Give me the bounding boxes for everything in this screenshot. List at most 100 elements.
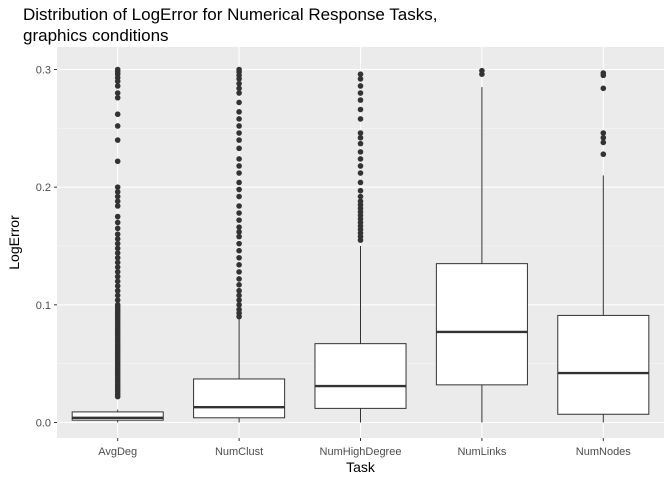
outlier-point bbox=[114, 254, 121, 261]
outlier-point bbox=[236, 109, 242, 115]
box-NumClust bbox=[193, 66, 286, 423]
outlier-point bbox=[357, 83, 364, 89]
y-tick-label: 0.1 bbox=[36, 300, 51, 312]
outlier-point bbox=[357, 76, 364, 82]
box-NumHighDegree bbox=[314, 71, 407, 423]
outlier-point bbox=[236, 137, 242, 143]
outlier-point bbox=[357, 179, 364, 186]
outlier-point bbox=[114, 236, 121, 242]
iqr-box bbox=[314, 343, 407, 409]
x-axis: AvgDeg NumClust NumHighDegree NumLinks NumNo… bbox=[98, 438, 631, 458]
iqr-box bbox=[71, 411, 164, 421]
outlier-point bbox=[357, 149, 364, 155]
outlier-point bbox=[236, 240, 242, 247]
outlier-point bbox=[114, 250, 121, 256]
outlier-point bbox=[236, 302, 242, 308]
outlier-point bbox=[114, 66, 121, 73]
outlier-point bbox=[114, 264, 121, 270]
outlier-point bbox=[236, 292, 242, 299]
outlier-point bbox=[357, 140, 364, 147]
outlier-point bbox=[114, 240, 121, 247]
outlier-point bbox=[114, 198, 121, 205]
iqr-box bbox=[557, 314, 650, 415]
outlier-point bbox=[114, 123, 121, 129]
x-axis-title: Task bbox=[346, 459, 376, 475]
outlier-point bbox=[236, 179, 242, 186]
box-NumLinks bbox=[435, 67, 528, 423]
outlier-point bbox=[236, 123, 242, 129]
outlier-point bbox=[357, 163, 364, 169]
outlier-point bbox=[236, 297, 242, 303]
outlier-point bbox=[236, 306, 242, 313]
outlier-point bbox=[236, 229, 242, 235]
outlier-point bbox=[236, 233, 242, 240]
outlier-point bbox=[236, 116, 242, 122]
outlier-point bbox=[114, 225, 121, 232]
outlier-point bbox=[236, 163, 242, 169]
outlier-point bbox=[357, 193, 364, 200]
outlier-point bbox=[236, 85, 242, 92]
outlier-point bbox=[114, 278, 121, 285]
outlier-point bbox=[600, 70, 607, 76]
outlier-point bbox=[357, 106, 364, 113]
outlier-point bbox=[114, 283, 121, 289]
outlier-point bbox=[236, 80, 242, 87]
outlier-point bbox=[114, 269, 121, 275]
outlier-point bbox=[236, 269, 242, 275]
box-AvgDeg bbox=[71, 66, 164, 423]
outlier-point bbox=[236, 217, 242, 223]
y-tick-label: 0.0 bbox=[36, 418, 51, 430]
outlier-point bbox=[236, 210, 242, 216]
outlier-point bbox=[600, 151, 607, 158]
outlier-point bbox=[236, 276, 242, 282]
iqr-box bbox=[193, 378, 286, 419]
box-series bbox=[71, 66, 650, 423]
outlier-point bbox=[114, 219, 121, 226]
outlier-point bbox=[236, 262, 242, 268]
chart-title-line1: Distribution of LogError for Numerical R… bbox=[23, 5, 438, 24]
outlier-point bbox=[357, 187, 364, 194]
outlier-point bbox=[236, 90, 242, 96]
outlier-point bbox=[114, 259, 121, 266]
outlier-point bbox=[114, 213, 121, 220]
outlier-point bbox=[114, 287, 121, 294]
outlier-point bbox=[357, 156, 364, 162]
x-tick-label: NumClust bbox=[215, 446, 263, 458]
y-axis: 0.0 0.1 0.2 0.3 bbox=[36, 65, 57, 430]
outlier-point bbox=[357, 97, 364, 103]
outlier-point bbox=[236, 247, 242, 254]
outlier-point bbox=[236, 66, 242, 73]
y-tick-label: 0.2 bbox=[36, 182, 51, 194]
outlier-point bbox=[114, 90, 121, 96]
outlier-point bbox=[114, 137, 121, 143]
outlier-point bbox=[236, 156, 242, 162]
outlier-point bbox=[114, 111, 121, 118]
outlier-point bbox=[600, 139, 607, 146]
y-tick-label: 0.3 bbox=[36, 65, 51, 77]
x-tick-label: AvgDeg bbox=[98, 446, 137, 458]
box-NumNodes bbox=[557, 70, 650, 423]
outlier-point bbox=[114, 189, 121, 195]
outlier-point bbox=[114, 94, 121, 101]
outlier-point bbox=[600, 85, 607, 92]
outlier-point bbox=[114, 245, 121, 252]
outlier-point bbox=[357, 116, 364, 122]
outlier-point bbox=[357, 198, 364, 205]
outlier-point bbox=[114, 231, 121, 238]
outlier-point bbox=[236, 145, 242, 152]
chart-title: Distribution of LogError for Numerical R… bbox=[23, 4, 437, 46]
outlier-point bbox=[236, 99, 242, 106]
chart-title-line2: graphics conditions bbox=[23, 26, 169, 45]
outlier-point bbox=[236, 170, 242, 176]
outlier-point bbox=[114, 184, 121, 190]
outlier-point bbox=[236, 193, 242, 200]
outlier-point bbox=[600, 134, 607, 141]
outlier-point bbox=[114, 292, 121, 299]
iqr-box bbox=[435, 263, 528, 386]
outlier-point bbox=[357, 90, 364, 96]
outlier-point bbox=[114, 273, 121, 280]
outlier-point bbox=[357, 134, 364, 141]
y-axis-title: LogError bbox=[6, 215, 22, 270]
outlier-point bbox=[479, 67, 485, 74]
